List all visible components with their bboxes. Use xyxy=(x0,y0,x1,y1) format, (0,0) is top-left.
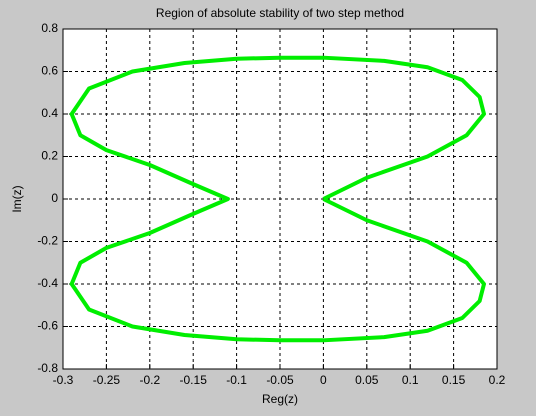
y-tick-label: -0.6 xyxy=(37,319,58,333)
y-tick-label: 0.2 xyxy=(41,149,58,163)
x-tick-label: -0.2 xyxy=(139,373,160,387)
x-tick-label: 0.05 xyxy=(355,373,379,387)
y-tick-label: 0.6 xyxy=(41,64,58,78)
x-tick-label: -0.3 xyxy=(53,373,74,387)
y-tick-label: 0.4 xyxy=(41,106,58,120)
chart-title: Region of absolute stability of two step… xyxy=(156,6,404,20)
x-tick-label: -0.25 xyxy=(93,373,121,387)
y-tick-label: -0.2 xyxy=(37,234,58,248)
x-tick-label: -0.05 xyxy=(266,373,294,387)
y-tick-label: -0.4 xyxy=(37,276,58,290)
x-axis-label: Reg(z) xyxy=(262,392,298,406)
y-axis-label: Im(z) xyxy=(10,185,24,212)
plot-frame xyxy=(62,28,498,370)
x-tick-label: 0.1 xyxy=(402,373,419,387)
y-tick-label: 0.8 xyxy=(41,21,58,35)
y-tick-label: 0 xyxy=(51,191,58,205)
y-tick-label: -0.8 xyxy=(37,361,58,375)
curve xyxy=(69,55,486,343)
x-tick-label: -0.15 xyxy=(180,373,208,387)
x-tick-label: 0.15 xyxy=(442,373,466,387)
x-tick-label: 0.2 xyxy=(489,373,506,387)
series xyxy=(69,55,486,343)
x-tick-label: 0 xyxy=(320,373,327,387)
x-tick-label: -0.1 xyxy=(226,373,247,387)
